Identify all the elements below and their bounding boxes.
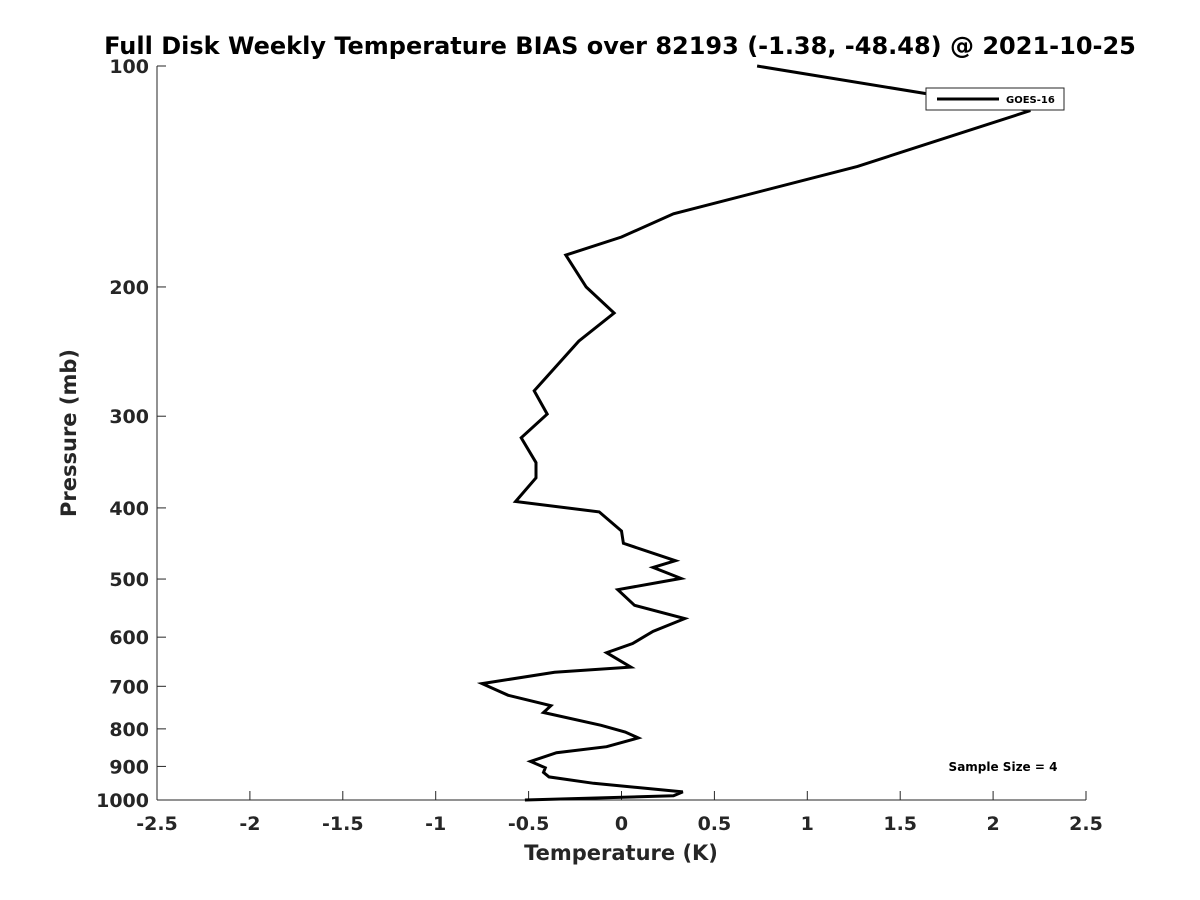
y-tick-label: 400 bbox=[109, 498, 149, 520]
y-tick-label: 300 bbox=[109, 406, 149, 428]
y-tick-label: 600 bbox=[109, 627, 149, 649]
x-tick-label: 1.5 bbox=[883, 813, 917, 835]
x-ticks: -2.5 -2 -1.5 -1 -0.5 0 0.5 1 1.5 2 2.5 bbox=[136, 791, 1103, 835]
legend-label-goes-16: GOES-16 bbox=[1006, 95, 1055, 106]
sample-size-annotation: Sample Size = 4 bbox=[949, 760, 1058, 774]
x-tick-label: 0.5 bbox=[698, 813, 732, 835]
y-tick-label: 900 bbox=[109, 756, 149, 778]
x-tick-label: 2 bbox=[986, 813, 999, 835]
y-tick-label: 1000 bbox=[96, 790, 149, 812]
y-axis-label: Pressure (mb) bbox=[57, 349, 81, 517]
x-tick-label: -2.5 bbox=[136, 813, 178, 835]
x-tick-label: -1.5 bbox=[322, 813, 364, 835]
chart-title: Full Disk Weekly Temperature BIAS over 8… bbox=[104, 32, 1136, 60]
y-tick-label: 200 bbox=[109, 277, 149, 299]
y-tick-label: 100 bbox=[109, 56, 149, 78]
x-tick-label: -0.5 bbox=[508, 813, 550, 835]
series-group bbox=[476, 64, 1031, 802]
y-ticks: 100 200 300 400 500 600 700 800 900 1000 bbox=[96, 56, 166, 812]
y-tick-label: 700 bbox=[109, 676, 149, 698]
x-tick-label: 2.5 bbox=[1069, 813, 1103, 835]
y-tick-label: 800 bbox=[109, 719, 149, 741]
x-tick-label: -1 bbox=[425, 813, 446, 835]
x-tick-label: 0 bbox=[615, 813, 628, 835]
y-tick-label: 500 bbox=[109, 569, 149, 591]
series-line-goes-16 bbox=[476, 64, 1031, 802]
x-tick-label: -2 bbox=[239, 813, 260, 835]
x-axis-label: Temperature (K) bbox=[524, 841, 718, 865]
legend: GOES-16 bbox=[925, 87, 1065, 111]
x-tick-label: 1 bbox=[801, 813, 814, 835]
